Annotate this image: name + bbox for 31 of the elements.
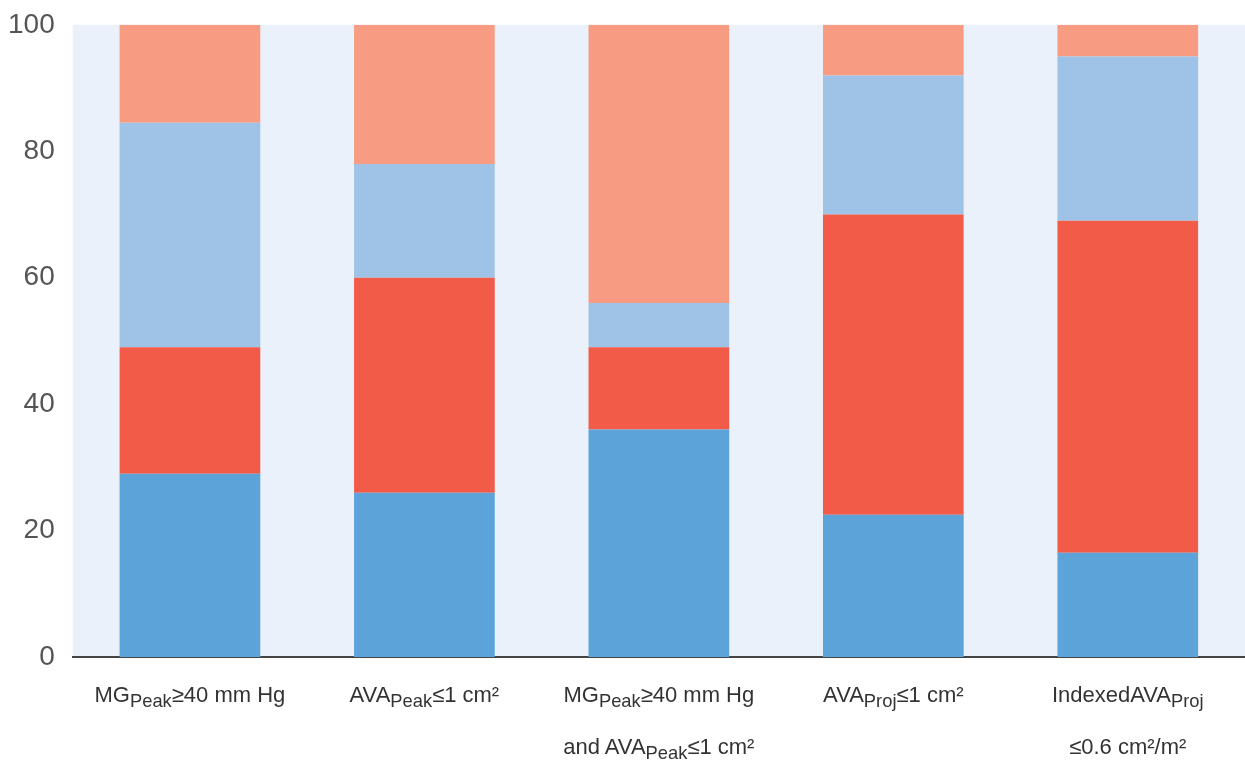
bar: [1057, 56, 1199, 221]
y-tick-label: 60: [23, 260, 55, 292]
bar: [119, 24, 261, 123]
bar: [1057, 552, 1199, 657]
y-tick-label: 0: [39, 639, 55, 671]
bar: [354, 277, 495, 493]
y-tick-label: 20: [23, 513, 55, 545]
bar: [119, 122, 261, 348]
bar: [588, 429, 730, 657]
bar: [1057, 220, 1199, 553]
bar: [354, 163, 495, 278]
bar: [1057, 24, 1199, 57]
bar: [822, 214, 964, 515]
bar: [822, 514, 964, 657]
y-tick-label: 100: [8, 7, 55, 39]
bar: [588, 302, 730, 348]
y-tick-label: 40: [23, 386, 55, 418]
x-tick-label: MG$_{Peak}$≥40 mm Hg: [93, 681, 287, 714]
bar: [119, 473, 261, 657]
category-label: IndexedAVA$_{Proj}$ ≤0.6 cm²/m²: [1051, 682, 1204, 760]
bar: [588, 347, 730, 430]
bar: [588, 24, 730, 303]
x-tick-label: AVA$_{Proj}$≤1 cm²: [822, 681, 965, 714]
bar: [822, 24, 964, 76]
category-label: MG$_{Peak}$≥40 mm Hg and AVA$_{Peak}$≤1 cm²: [563, 682, 755, 764]
bar: [822, 75, 964, 215]
bar: [354, 492, 495, 657]
x-tick-label: AVA$_{Peak}$≤1 cm²: [348, 681, 501, 714]
bar: [354, 24, 495, 164]
bar: [119, 347, 261, 474]
y-tick-label: 80: [23, 133, 55, 165]
